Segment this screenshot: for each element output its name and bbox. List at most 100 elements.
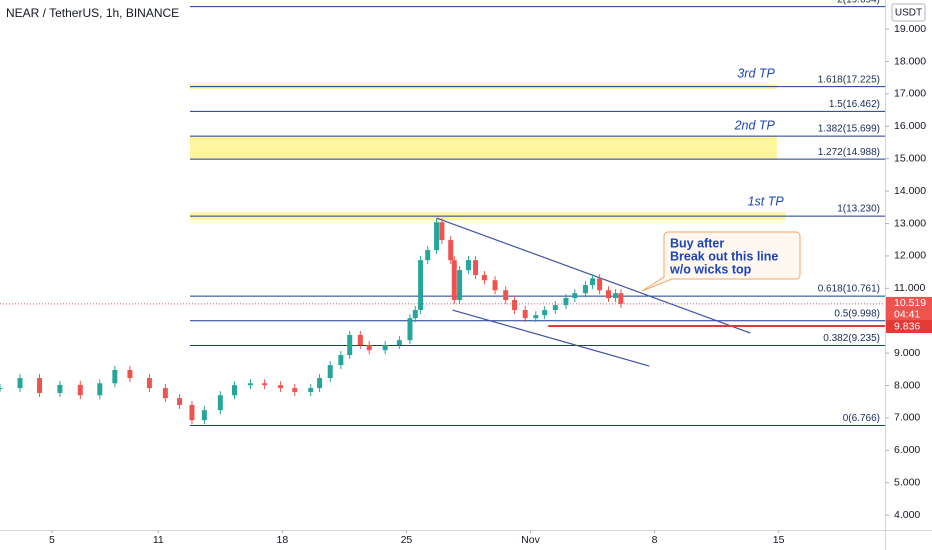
- last-price-tag: [886, 296, 932, 322]
- candle: [503, 290, 509, 300]
- fib-label: 0.5(9.998): [834, 308, 880, 319]
- candle: [308, 388, 314, 392]
- candle: [613, 293, 619, 299]
- fib-label: 1(13.230): [837, 204, 880, 215]
- candle: [563, 298, 569, 306]
- candle: [492, 280, 498, 291]
- candle: [189, 404, 195, 421]
- candle: [481, 275, 487, 281]
- candle: [457, 270, 463, 300]
- y-tick-label: 13.000: [894, 217, 926, 229]
- candle: [590, 278, 596, 286]
- candle: [412, 310, 418, 319]
- y-tick-label: 18.000: [894, 55, 926, 67]
- candle: [434, 222, 440, 251]
- tp-label: 2nd TP: [734, 118, 776, 132]
- tp-zone: [190, 136, 777, 159]
- candle: [77, 384, 83, 396]
- candle: [572, 293, 578, 299]
- candle: [247, 383, 253, 386]
- candle: [552, 305, 558, 311]
- fib-label: 0.382(9.235): [823, 333, 880, 344]
- y-tick-label: 19.000: [894, 23, 926, 35]
- candle: [396, 340, 402, 346]
- candle: [162, 388, 168, 399]
- candle: [451, 260, 457, 300]
- candle: [177, 398, 183, 405]
- x-tick-label: 5: [49, 534, 55, 546]
- candle: [439, 222, 445, 241]
- candle: [146, 378, 152, 389]
- fib-label: 0(6.766): [843, 413, 880, 424]
- fib-label: 2(19.694): [837, 0, 880, 5]
- callout-text: Buy after: [670, 236, 724, 250]
- candle: [542, 310, 548, 316]
- candle: [448, 240, 454, 261]
- y-tick-label: 8.000: [894, 379, 920, 391]
- y-tick-label: 12.000: [894, 250, 926, 262]
- candle: [97, 383, 103, 396]
- candle: [317, 378, 323, 389]
- trend-line: [452, 309, 650, 367]
- x-tick-label: 15: [773, 534, 785, 546]
- chart-title: NEAR / TetherUS, 1h, BINANCE: [6, 6, 179, 20]
- candle: [522, 310, 528, 319]
- candle: [382, 345, 388, 351]
- candle: [582, 285, 588, 294]
- candle: [57, 384, 63, 393]
- candle: [473, 260, 479, 276]
- y-tick-label: 14.000: [894, 185, 926, 197]
- x-tick-label: Nov: [521, 534, 540, 546]
- y-tick-label: 15.000: [894, 153, 926, 165]
- y-tick-label: 5.000: [894, 476, 920, 488]
- y-tick-label: 4.000: [894, 509, 920, 521]
- candle: [407, 318, 413, 341]
- candle: [37, 378, 43, 393]
- trend-line: [436, 217, 751, 334]
- support-tag: [886, 320, 932, 334]
- tp-label: 1st TP: [748, 194, 785, 208]
- candle: [418, 260, 424, 311]
- fib-label: 1.272(14.988): [818, 147, 880, 158]
- callout-box: [641, 231, 801, 292]
- last-price-label: 10.519: [894, 297, 926, 309]
- y-tick-label: 7.000: [894, 412, 920, 424]
- candle: [262, 383, 268, 386]
- candle: [366, 345, 372, 351]
- candle: [618, 293, 624, 304]
- tp-label: 3rd TP: [737, 67, 775, 81]
- plot: 3rd TP 2nd TP 1st TP 2(19.694) 1.618(17.225)…: [0, 0, 885, 426]
- candle: [605, 290, 611, 299]
- x-tick-label: 8: [652, 534, 658, 546]
- y-tick-label: 16.000: [894, 120, 926, 132]
- callout-text: Break out this line: [670, 249, 778, 263]
- countdown-label: 04:41: [894, 309, 920, 321]
- y-tick-label: 17.000: [894, 88, 926, 100]
- currency-box[interactable]: [891, 3, 926, 22]
- candle: [0, 388, 3, 390]
- support-label: 9.836: [894, 320, 920, 332]
- candle: [127, 369, 133, 379]
- fib-label: 1.382(15.699): [818, 124, 880, 135]
- fib-label: 1.5(16.462): [829, 99, 880, 110]
- candle: [217, 395, 223, 411]
- candle: [112, 369, 118, 384]
- callout-text: w/o wicks top: [669, 262, 752, 276]
- y-tick-label: 9.000: [894, 347, 920, 359]
- y-tick-label: 6.000: [894, 444, 920, 456]
- candle: [597, 278, 603, 291]
- candle: [292, 388, 298, 392]
- x-tick-label: 18: [277, 534, 289, 546]
- candle: [327, 365, 333, 379]
- candle: [278, 385, 284, 389]
- candle: [201, 410, 207, 421]
- candle: [347, 334, 353, 356]
- fib-label: 1.618(17.225): [818, 74, 880, 85]
- candle: [425, 250, 431, 261]
- x-tick-label: 11: [153, 534, 164, 546]
- y-tick-label: 11.000: [894, 282, 925, 294]
- currency-label: USDT: [895, 8, 922, 19]
- candle: [465, 260, 471, 271]
